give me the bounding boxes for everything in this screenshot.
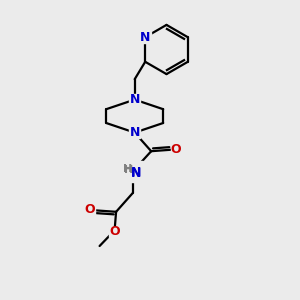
Text: O: O bbox=[84, 203, 95, 216]
Polygon shape bbox=[109, 226, 120, 237]
Polygon shape bbox=[129, 127, 140, 138]
Text: N: N bbox=[130, 166, 141, 179]
Text: N: N bbox=[140, 31, 150, 44]
Polygon shape bbox=[122, 161, 143, 182]
Text: N: N bbox=[131, 167, 141, 180]
Text: O: O bbox=[171, 143, 182, 156]
Polygon shape bbox=[129, 94, 140, 105]
Text: O: O bbox=[109, 225, 120, 239]
Polygon shape bbox=[131, 168, 142, 179]
Polygon shape bbox=[171, 144, 182, 155]
Text: N: N bbox=[130, 93, 140, 106]
Text: N: N bbox=[130, 126, 140, 139]
Text: H: H bbox=[123, 164, 132, 174]
Polygon shape bbox=[123, 165, 134, 176]
Polygon shape bbox=[84, 204, 95, 215]
Text: H: H bbox=[124, 165, 133, 175]
Polygon shape bbox=[140, 32, 151, 43]
